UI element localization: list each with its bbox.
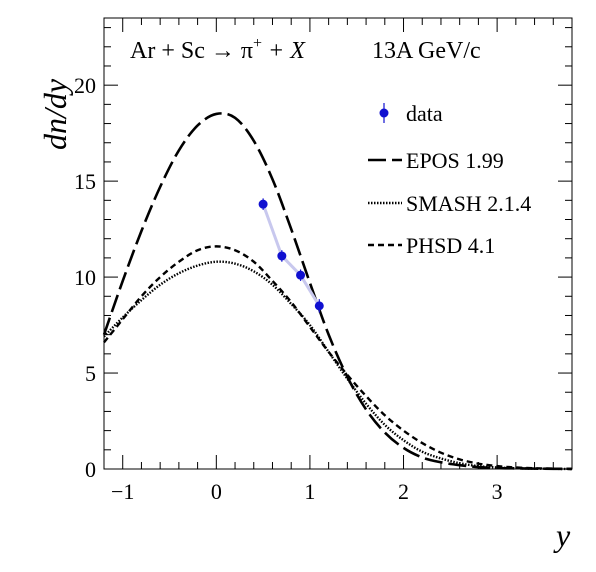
- legend-data-marker: [379, 108, 389, 118]
- curve-phsd-4-1: [103, 245, 573, 471]
- plot-frame: [103, 17, 573, 470]
- y-axis-label: dn/dy: [37, 78, 73, 150]
- x-axis-label: y: [553, 517, 571, 553]
- axis-ticks: −1 0 1 2 3 0 5 10 15 20: [74, 18, 573, 504]
- curve-epos-1-99: [102, 112, 573, 471]
- data-point: [258, 199, 268, 209]
- y-tick-label: 10: [74, 265, 96, 290]
- legend-label: EPOS 1.99: [406, 148, 504, 173]
- x-tick-label: 0: [211, 479, 222, 504]
- data-point: [296, 270, 306, 280]
- legend: data EPOS 1.99 SMASH 2.1.4 PHSD 4.1: [368, 101, 531, 258]
- annotation-energy: 13A GeV/c: [372, 38, 481, 64]
- y-tick-label: 20: [74, 73, 96, 98]
- x-tick-label: −1: [111, 479, 134, 504]
- y-tick-label: 0: [85, 457, 96, 482]
- y-tick-label: 5: [85, 361, 96, 386]
- legend-label: SMASH 2.1.4: [406, 191, 531, 216]
- x-tick-label: 2: [398, 479, 409, 504]
- data-point: [314, 301, 324, 311]
- y-tick-label: 15: [74, 169, 96, 194]
- data-connector-band: [261, 203, 321, 307]
- data-point: [277, 251, 287, 261]
- x-tick-label: 1: [304, 479, 315, 504]
- legend-label: data: [406, 101, 443, 126]
- model-curves: [102, 112, 573, 471]
- legend-label: PHSD 4.1: [406, 233, 495, 258]
- x-tick-label: 3: [492, 479, 503, 504]
- annotation-reaction: Ar + Sc → π+ + X: [130, 35, 306, 64]
- data-points: [258, 198, 324, 313]
- curve-smash-2-1-4: [103, 260, 573, 471]
